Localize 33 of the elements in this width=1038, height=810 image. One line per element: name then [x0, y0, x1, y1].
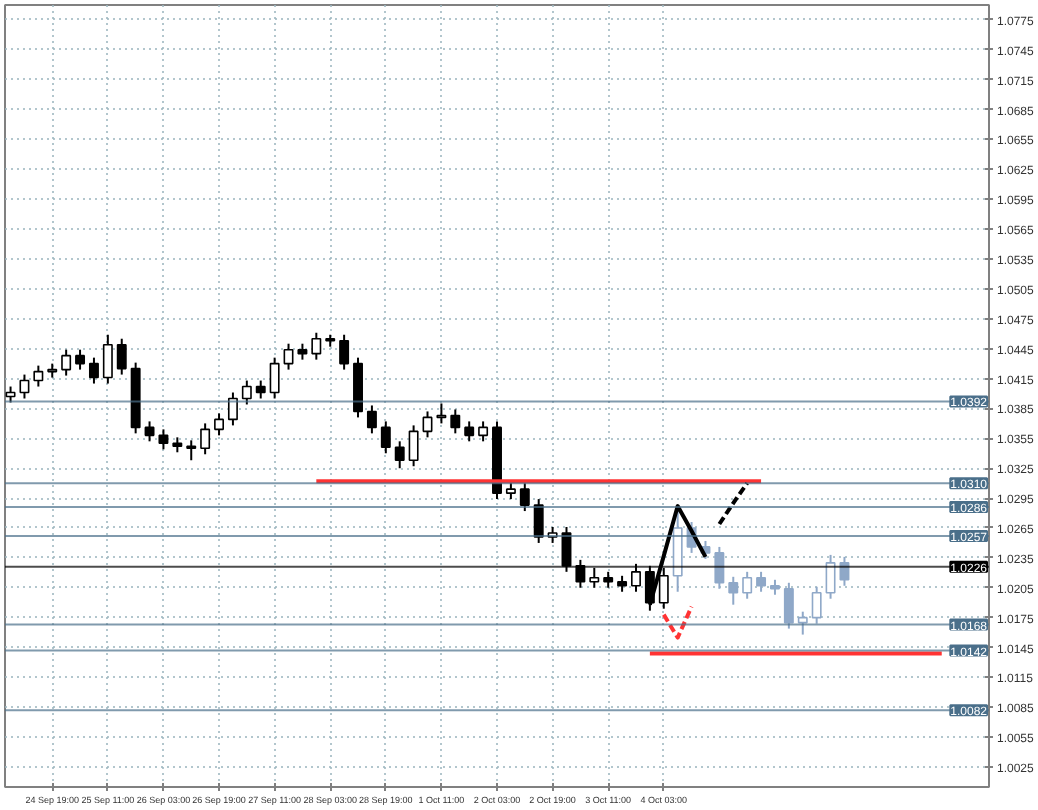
candlestick — [811, 585, 822, 625]
candlestick — [519, 482, 530, 513]
candlestick — [227, 391, 238, 427]
candlestick — [450, 408, 461, 435]
candlestick — [339, 333, 350, 371]
candlestick — [33, 364, 44, 388]
candlestick — [241, 379, 252, 406]
candlestick — [186, 439, 197, 462]
candlestick — [269, 356, 280, 400]
candlestick — [742, 570, 753, 600]
candlestick — [533, 498, 544, 544]
candlestick — [88, 356, 99, 385]
candlestick — [783, 581, 794, 630]
candlestick — [478, 420, 489, 443]
candlestick — [102, 333, 113, 385]
candlestick — [728, 575, 739, 606]
candlestick — [464, 420, 475, 443]
candlestick — [394, 440, 405, 470]
candlestick — [380, 420, 391, 455]
candlestick — [116, 337, 127, 376]
candlestick — [756, 570, 767, 593]
candlestick — [144, 420, 155, 443]
candlestick — [797, 610, 808, 636]
candlestick — [714, 545, 725, 590]
candlestick — [200, 422, 211, 456]
candlestick — [311, 331, 322, 361]
candlestick — [214, 412, 224, 437]
candlestick — [158, 428, 169, 451]
candlestick — [353, 356, 363, 419]
candlestick — [61, 348, 72, 377]
candlestick — [408, 424, 419, 468]
candlestick — [366, 404, 377, 435]
candlestick — [75, 348, 86, 371]
